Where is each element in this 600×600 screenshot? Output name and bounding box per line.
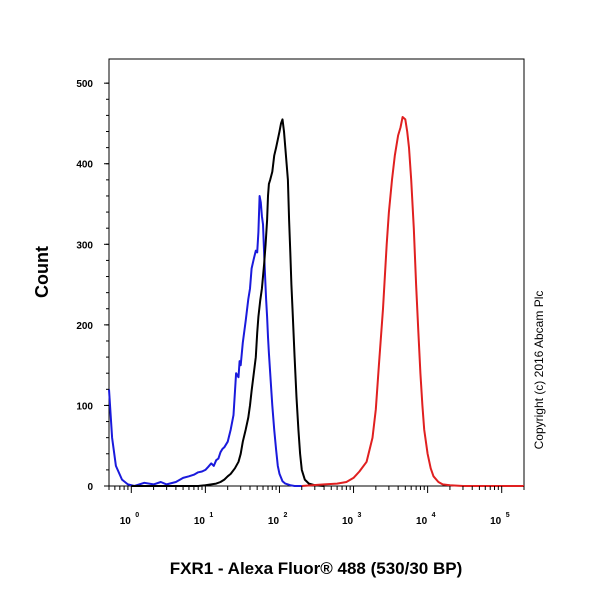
- series-layer: [108, 116, 524, 487]
- y-tick-label: 100: [76, 401, 93, 412]
- series-line-black: [131, 118, 325, 487]
- x-tick-label: 102: [268, 512, 288, 527]
- x-tick-label: 10 5: [490, 512, 510, 527]
- x-tick-label: 100: [120, 512, 140, 527]
- y-axis-label: Count: [32, 246, 52, 298]
- series-line-blue: [108, 195, 302, 487]
- y-tick-label: 200: [76, 321, 93, 332]
- x-tick-base: 10: [120, 516, 132, 527]
- x-tick-exponent: 0: [135, 512, 139, 519]
- y-axis: 0 100 200 300 400 500: [76, 79, 109, 493]
- y-tick-label: 300: [76, 240, 93, 251]
- x-tick-base: 10: [490, 516, 502, 527]
- x-tick-label: 10 4: [416, 512, 436, 527]
- plot-frame: [108, 58, 525, 487]
- x-tick-exponent: 1: [209, 512, 213, 519]
- x-tick-exponent: 3: [358, 512, 362, 519]
- x-tick-label: 101: [194, 512, 214, 527]
- y-tick-label: 0: [87, 482, 93, 493]
- series-line-red: [301, 116, 524, 487]
- x-tick-exponent: 2: [283, 512, 287, 519]
- y-tick-label: 400: [76, 160, 93, 171]
- x-tick-base: 10: [342, 516, 354, 527]
- y-tick-label: 500: [76, 79, 93, 90]
- copyright-annotation: Copyright (c) 2016 Abcam Plc: [532, 291, 546, 450]
- x-tick-base: 10: [416, 516, 428, 527]
- x-axis-label: FXR1 - Alexa Fluor® 488 (530/30 BP): [170, 559, 463, 578]
- x-tick-exponent: 4: [432, 512, 436, 519]
- x-tick-base: 10: [194, 516, 206, 527]
- x-tick-label: 10 3: [342, 512, 362, 527]
- x-tick-base: 10: [268, 516, 280, 527]
- x-tick-exponent: 5: [506, 512, 510, 519]
- plot-border: [108, 58, 525, 487]
